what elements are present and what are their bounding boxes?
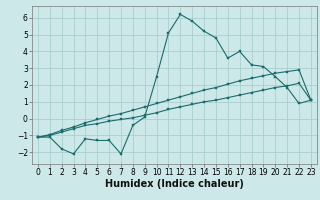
X-axis label: Humidex (Indice chaleur): Humidex (Indice chaleur) <box>105 179 244 189</box>
